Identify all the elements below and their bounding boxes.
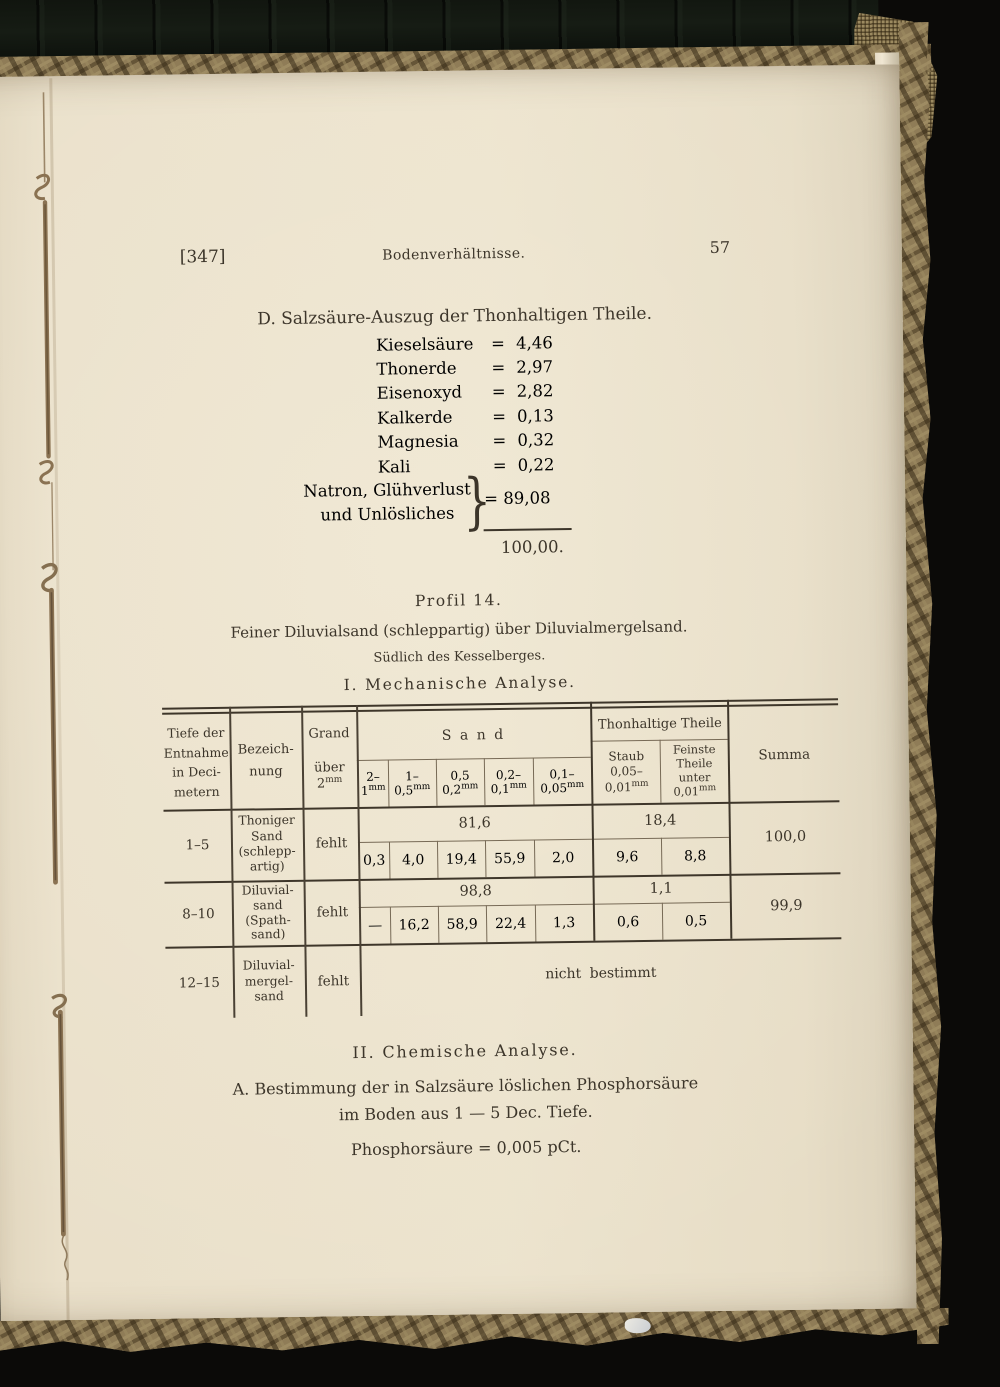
natron-line1: Natron, Glühverlust [303,479,471,501]
row-summa: 100,0 [764,828,807,846]
mechanical-analysis-table: Tiefe der Entnahme in Deci- metern Bezei… [162,698,842,1019]
sand-value: 0,3 [362,852,386,869]
header-line: Staub [608,748,645,764]
sand-value: 22,4 [494,915,527,932]
thon-value: 0,5 [684,912,708,929]
header-line: Bezeich- [237,741,294,758]
chem-value: 0,32 [517,430,555,450]
equals-sign: = [492,431,507,451]
header-line: 0,05– [610,764,643,779]
chem-label: Magnesia [377,431,459,452]
sand-value: — [368,917,383,934]
chem-total: 100,00. [500,537,564,557]
equals-sign: = [491,406,507,426]
header-line: 0,01mm [604,778,649,795]
header-bezeichnung: Bezeich- nung [231,736,300,787]
sand-value: 19,4 [445,850,477,868]
sand-total: 98,8 [459,883,492,900]
binding-thread [34,92,69,1281]
row-bezeichnung: Diluvial-mergel- sand [242,958,295,1004]
header-sand-subcols: 2– 1mm 1– 0,5mm 0,5 0,2mm 0,2– 0,1mm 0,1… [358,759,592,806]
sand-value: 4,0 [401,851,425,868]
header-sand-col: 0,1– 0,05mm [540,766,585,796]
row-tiefe: 1–5 [185,837,210,854]
sand-values: 0,3 4,0 19,4 55,9 2,0 [359,839,592,879]
chem-label: Kieselsäure [375,334,474,355]
thon-value: 9,6 [615,848,639,865]
sand-value: 1,3 [552,914,576,931]
header-line: Theile [676,756,713,771]
thon-value: 8,8 [683,847,707,864]
chem-row: Kali = 0,22 [378,451,638,479]
chem-value: 2,82 [516,381,554,402]
header-sand-col: 0,2– 0,1mm [490,767,527,797]
chemical-list: Kieselsäure = 4,46 Thonerde = 2,97 Eisen… [376,329,638,479]
chem-label: Kalkerde [376,407,453,428]
row-grand: fehlt [317,972,350,990]
paper-scrap [624,1317,651,1334]
row-grand: fehlt [315,835,348,852]
thon-total: 1,1 [649,880,673,897]
chem-value: 4,46 [515,332,553,353]
header-line: Grand [308,726,350,742]
sand-total: 81,6 [458,814,491,832]
header-line: in Deci- [172,763,221,780]
chem-value: 0,13 [516,406,554,426]
chem-row: Kalkerde = 0,13 [377,402,637,430]
row-tiefe: 8–10 [182,905,215,922]
header-thon-group: Thonhaltige Theile [597,715,722,733]
header-staub: Staub 0,05– 0,01mm [593,745,661,800]
header-line: Entnahme [163,744,229,761]
thon-values: 0,6 0,5 [594,902,731,941]
header-sand-col: 2– 1mm [360,769,386,798]
header-grand: Grand über 2mm [303,717,355,802]
sand-value: 16,2 [398,916,430,933]
thon-total: 18,4 [643,812,677,829]
header-line: nung [249,764,283,780]
chem-row: Magnesia = 0,32 [377,427,637,455]
header-sand-col: 0,5 0,2mm [442,768,479,797]
natron-group: Natron, Glühverlust und Unlösliches [303,477,472,527]
equals-sign: = [491,382,506,402]
page-number: 57 [709,237,731,258]
row-grand: fehlt [316,903,349,921]
header-summa: Summa [758,746,811,764]
natron-value: = 89,08 [484,488,551,509]
chem-row: Kieselsäure = 4,46 [376,329,636,357]
row-bezeichnung: Diluvial-sand (Spath-sand) [241,882,294,942]
row-note: nicht bestimmt [545,964,657,983]
row-bezeichnung: Thoniger Sand (schlepp-artig) [238,813,296,874]
header-line: metern [173,783,220,800]
thon-value: 0,6 [616,913,640,930]
header-line: 2mm [316,774,343,792]
header-line: Feinste [672,741,716,757]
chem-label: Eisenoxyd [376,382,463,404]
header-line: 0,01mm [673,783,717,799]
row-tiefe: 12–15 [178,974,221,992]
chem-value: 0,22 [517,454,555,475]
chem-row: Eisenoxyd = 2,82 [377,378,637,406]
row-summa: 99,9 [770,897,803,914]
natron-line2: und Unlösliches [320,503,455,525]
header-feinste: Feinste Theile unter 0,01mm [661,741,729,800]
sand-value: 58,9 [446,915,478,933]
equals-sign: = [490,333,506,353]
sand-value: 2,0 [551,849,575,866]
header-sand-col: 1– 0,5mm [394,769,431,798]
sand-value: 55,9 [494,850,526,867]
thon-values: 9,6 8,8 [593,837,730,876]
chem-label: Thonerde [376,358,457,379]
header-line: Tiefe der [167,724,225,741]
sand-values: — 16,2 58,9 22,4 1,3 [360,904,593,944]
chem-value: 2,97 [516,357,554,377]
header-sand-group: S a n d [441,726,506,744]
equals-sign: = [491,357,506,378]
header-tiefe: Tiefe der Entnahme in Deci- metern [163,717,229,808]
chem-row: Thonerde = 2,97 [376,353,636,381]
